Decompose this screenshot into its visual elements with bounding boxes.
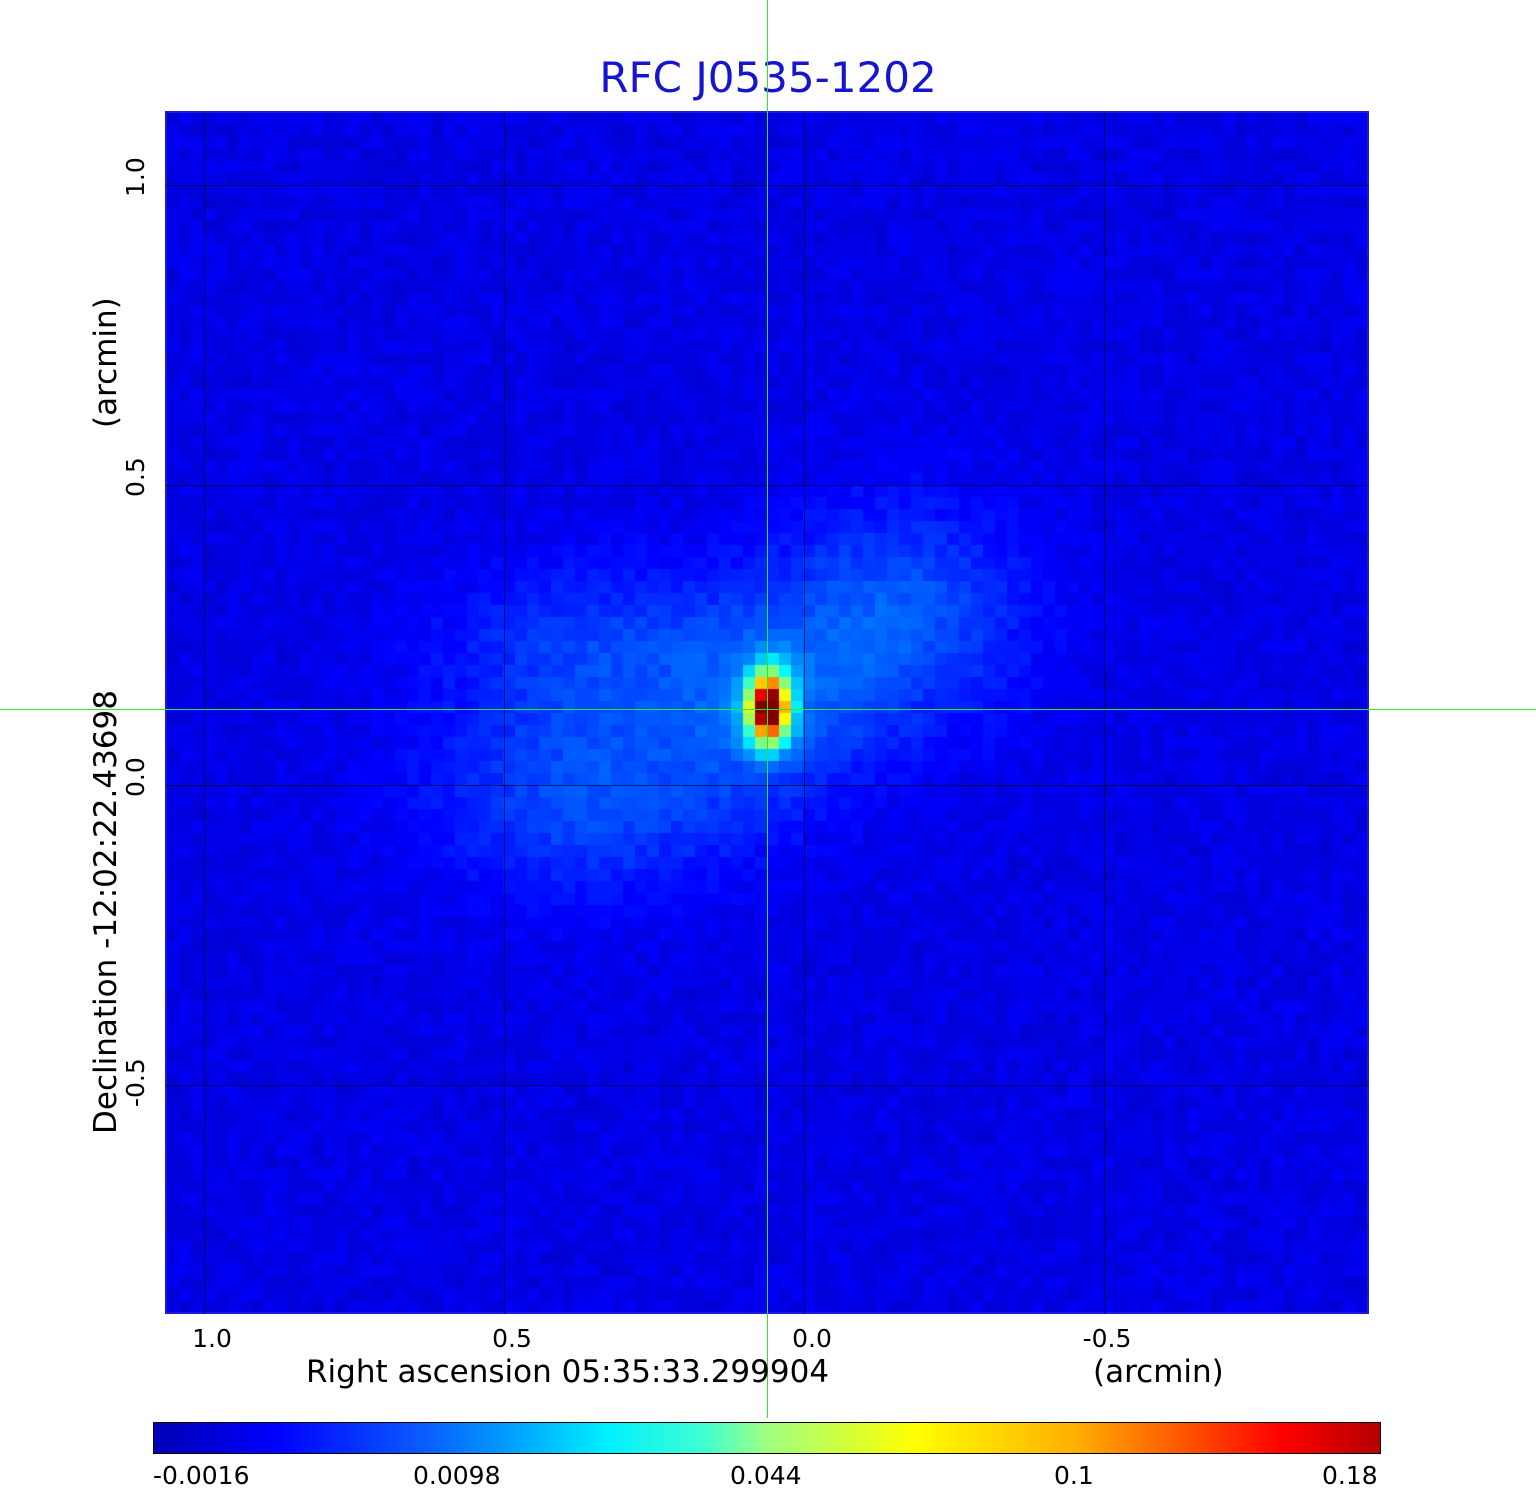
y-tick-label: 0.5 [121, 457, 150, 497]
colorbar-tick-label: 0.1 [1054, 1461, 1094, 1490]
colorbar-tick-label: -0.0016 [153, 1461, 250, 1490]
x-tick-label: 0.5 [492, 1324, 532, 1353]
colorbar [153, 1422, 1381, 1454]
x-tick-label: -0.5 [1082, 1324, 1132, 1353]
y-tick-label: -0.5 [121, 1058, 150, 1107]
x-tick-label: 0.0 [792, 1324, 832, 1353]
grid-line-x-0.5 [504, 111, 505, 1314]
crosshair-horizontal [0, 709, 1536, 710]
x-axis-unit: (arcmin) [1093, 1354, 1224, 1390]
y-axis-unit: (arcmin) [88, 297, 124, 428]
grid-line-x--0.5 [1104, 111, 1105, 1314]
grid-line-x-1.0 [204, 111, 205, 1314]
y-axis-label: Declination -12:02:22.43698 [88, 690, 124, 1134]
x-axis-label: Right ascension 05:35:33.299904 [306, 1354, 830, 1390]
chart-title: RFC J0535-1202 [599, 53, 937, 102]
y-tick-label: 0.0 [121, 757, 150, 797]
colorbar-tick-label: 0.0098 [413, 1461, 501, 1490]
colorbar-tick-label: 0.044 [730, 1461, 802, 1490]
grid-line-x-0.0 [804, 111, 805, 1314]
y-tick-label: 1.0 [121, 157, 150, 197]
colorbar-tick-label: 0.18 [1322, 1461, 1378, 1490]
x-tick-label: 1.0 [192, 1324, 232, 1353]
